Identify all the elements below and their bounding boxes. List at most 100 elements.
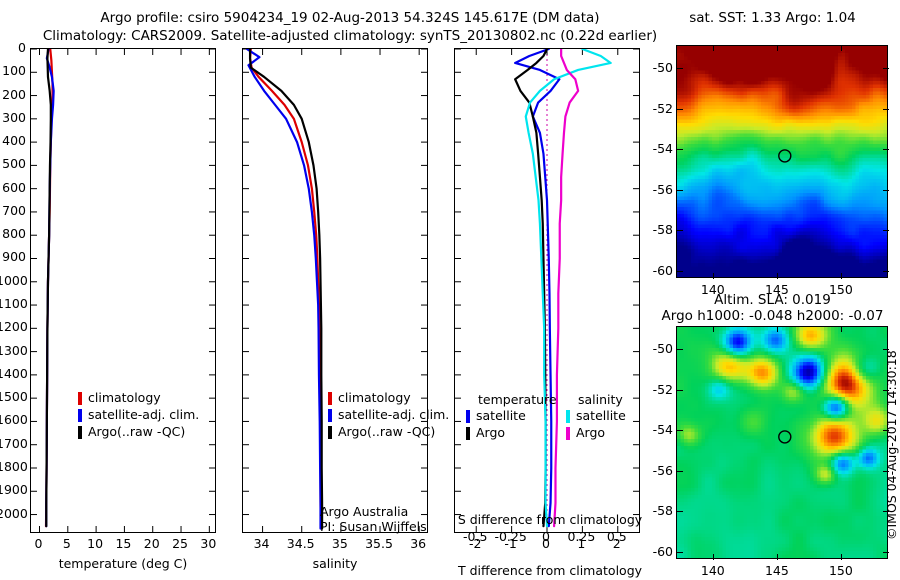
xtick-svg2-36: 36 <box>410 536 427 551</box>
map-xtick-top-map_sla-140 <box>712 326 714 332</box>
depth-tick-900: 900 <box>2 249 26 265</box>
map-ytick-label-map_sst--54: -54 <box>652 141 673 157</box>
map-xtick-top-map_sla-150 <box>840 326 842 332</box>
depth-tick-500: 500 <box>2 156 26 172</box>
s-diff-tick-0.25: 0.25 <box>567 529 596 544</box>
map-ytick-map_sla--52 <box>677 389 683 391</box>
map-xtick-top-map_sst-145 <box>776 45 778 51</box>
depth-tick-1700: 1700 <box>0 435 28 451</box>
diff-legend-temperature-label-1: Argo <box>476 425 506 440</box>
map-ytick-label-map_sla--60: -60 <box>652 543 673 559</box>
s-diff-tick-0: 0 <box>542 529 550 544</box>
map-xtick-map_sst-140 <box>712 273 714 279</box>
map-ytick-label-map_sla--58: -58 <box>652 503 673 519</box>
depth-tick-700: 700 <box>2 202 26 218</box>
map-ytick-label-map_sst--52: -52 <box>652 100 673 116</box>
xtick-svg2-35.5: 35.5 <box>365 536 393 551</box>
map-ytick-label-map_sst--50: -50 <box>652 60 673 76</box>
map-xtick-top-map_sst-140 <box>712 45 714 51</box>
map-xtick-label-map_sla-140: 140 <box>700 563 725 578</box>
t-diff-tick--1: -1 <box>504 536 517 551</box>
xtick-svg2-35: 35 <box>331 536 348 551</box>
salinity-legend-label-2: Argo(..raw -QC) <box>338 424 436 439</box>
map-ytick-right-map_sla--56 <box>883 470 889 472</box>
map-xtick-label-map_sst-140: 140 <box>700 282 725 297</box>
map-ytick-label-map_sla--52: -52 <box>652 381 673 397</box>
map-ytick-map_sst--58 <box>677 230 683 232</box>
temperature-profile-panel <box>30 48 216 533</box>
t-diff-tick-1: 1 <box>577 536 586 551</box>
map-ytick-right-map_sst--54 <box>883 149 889 151</box>
diff-legend-temperature-swatch-0 <box>466 410 470 423</box>
diff-legend-header-salinity: salinity <box>578 392 623 407</box>
depth-tick-1500: 1500 <box>0 389 28 405</box>
map-ytick-right-map_sst--60 <box>883 270 889 272</box>
map-ytick-label-map_sla--54: -54 <box>652 422 673 438</box>
map-xtick-map_sla-150 <box>840 554 842 560</box>
depth-tick-1900: 1900 <box>0 482 28 498</box>
map-ytick-label-map_sst--56: -56 <box>652 181 673 197</box>
depth-tick-800: 800 <box>2 226 26 242</box>
xtick-svg1-25: 25 <box>172 536 188 551</box>
map-ytick-right-map_sst--58 <box>883 230 889 232</box>
depth-tick-600: 600 <box>2 179 26 195</box>
depth-tick-1100: 1100 <box>0 296 28 312</box>
plot-title-line1: Argo profile: csiro 5904234_19 02-Aug-20… <box>100 10 600 26</box>
argo-pi-credit: PI: Susan Wijffels <box>320 519 427 534</box>
salinity-profile-panel <box>242 48 428 533</box>
depth-tick-1200: 1200 <box>0 319 28 335</box>
temperature-legend-swatch-2 <box>78 426 82 439</box>
salinity-legend-swatch-1 <box>328 409 332 422</box>
sst-map-title: sat. SST: 1.33 Argo: 1.04 <box>689 10 856 26</box>
salinity-legend-label-0: climatology <box>338 390 411 405</box>
map-ytick-label-map_sla--50: -50 <box>652 341 673 357</box>
map-xtick-map_sst-150 <box>840 273 842 279</box>
sla-map-title-line1: Altim. SLA: 0.019 <box>714 292 831 308</box>
plot-title-line2: Climatology: CARS2009. Satellite-adjuste… <box>42 28 658 44</box>
t-diff-tick--2: -2 <box>468 536 482 551</box>
salinity-legend-swatch-2 <box>328 426 332 439</box>
xtick-svg2-34: 34 <box>253 536 270 551</box>
temperature-axis-label: temperature (deg C) <box>58 556 188 571</box>
diff-legend-temperature-label-0: satellite <box>476 408 526 423</box>
map-xtick-label-map_sla-150: 150 <box>828 563 853 578</box>
depth-tick-400: 400 <box>2 133 26 149</box>
map-xtick-map_sla-140 <box>712 554 714 560</box>
salinity-axis-label: salinity <box>312 556 358 571</box>
map-xtick-label-map_sla-145: 145 <box>764 563 789 578</box>
depth-tick-2000: 2000 <box>0 505 28 521</box>
diff-legend-header-temperature: temperature <box>478 392 557 407</box>
depth-tick-100: 100 <box>2 63 26 79</box>
xtick-svg2-34.5: 34.5 <box>286 536 315 551</box>
diff-legend-salinity-label-1: Argo <box>576 425 606 440</box>
salinity-legend-swatch-0 <box>328 392 332 405</box>
salinity-difference-axis-label: S difference from climatology <box>457 512 643 527</box>
difference-profile-panel <box>454 48 640 533</box>
map-xtick-top-map_sla-145 <box>776 326 778 332</box>
s-diff-tick--0.5: -0.5 <box>463 529 488 544</box>
map-ytick-map_sla--54 <box>677 430 683 432</box>
sla-map-title-line2: Argo h1000: -0.048 h2000: -0.07 <box>661 308 884 324</box>
sla-map[interactable] <box>676 326 888 559</box>
map-ytick-label-map_sla--56: -56 <box>652 462 673 478</box>
map-xtick-top-map_sst-150 <box>840 45 842 51</box>
t-diff-tick-2: 2 <box>612 536 621 551</box>
map-ytick-right-map_sla--54 <box>883 430 889 432</box>
depth-tick-1800: 1800 <box>0 458 28 474</box>
depth-tick-1600: 1600 <box>0 412 28 428</box>
map-ytick-map_sst--50 <box>677 68 683 70</box>
map-xtick-label-map_sst-145: 145 <box>764 282 789 297</box>
map-ytick-map_sla--58 <box>677 511 683 513</box>
temperature-legend-swatch-0 <box>78 392 82 405</box>
map-xtick-map_sla-145 <box>776 554 778 560</box>
map-ytick-map_sla--50 <box>677 349 683 351</box>
map-ytick-right-map_sla--50 <box>883 349 889 351</box>
xtick-svg1-0: 0 <box>34 536 43 551</box>
sst-map[interactable] <box>676 45 888 278</box>
map-xtick-label-map_sst-150: 150 <box>828 282 853 297</box>
diff-legend-salinity-label-0: satellite <box>576 408 626 423</box>
xtick-svg1-10: 10 <box>87 536 104 551</box>
depth-tick-0: 0 <box>18 40 26 55</box>
depth-tick-1000: 1000 <box>0 272 28 288</box>
map-ytick-map_sst--52 <box>677 108 683 110</box>
